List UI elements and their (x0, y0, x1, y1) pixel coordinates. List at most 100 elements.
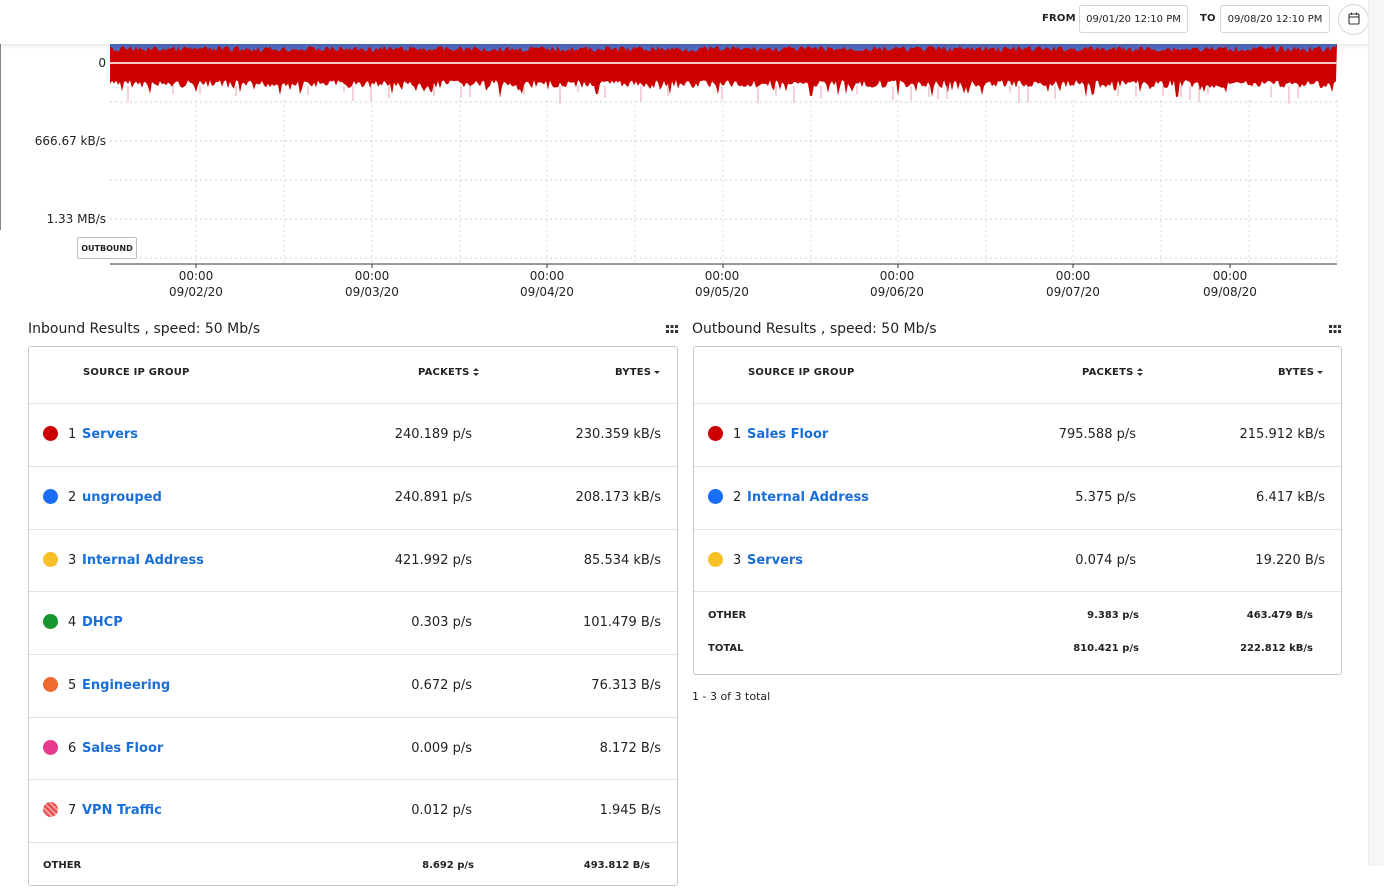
col-header-bytes[interactable]: BYTES (1278, 367, 1324, 378)
table-row[interactable]: 4 DHCP 0.303 p/s 101.479 B/s (29, 591, 677, 654)
bytes-value: 85.534 kB/s (583, 553, 661, 568)
to-label: TO (1200, 13, 1216, 24)
packets-value: 795.588 p/s (1058, 427, 1136, 442)
color-dot (43, 740, 58, 755)
col-header-source-ip-group[interactable]: SOURCE IP GROUP (748, 367, 855, 378)
x-tick-label: 00:00 09/06/20 (870, 269, 924, 299)
summary-block: OTHER 9.383 p/s 463.479 B/s TOTAL 810.42… (694, 591, 1341, 676)
color-dot (43, 802, 58, 817)
group-link[interactable]: Engineering (82, 678, 171, 693)
row-rank: 1 (68, 427, 77, 442)
inbound-title: Inbound Results , speed: 50 Mb/s (28, 321, 261, 337)
other-label: OTHER (708, 610, 747, 621)
group-link[interactable]: Sales Floor (82, 741, 164, 756)
traffic-chart (110, 44, 1338, 268)
row-rank: 1 (733, 427, 742, 442)
table-row[interactable]: 3 Internal Address 421.992 p/s 85.534 kB… (29, 529, 677, 592)
calendar-button[interactable] (1338, 4, 1369, 35)
color-dot (43, 552, 58, 567)
table-row[interactable]: 1 Servers 240.189 p/s 230.359 kB/s (29, 403, 677, 466)
outbound-legend-tag: OUTBOUND (77, 237, 137, 259)
color-dot (43, 489, 58, 504)
table-row[interactable]: 7 VPN Traffic 0.012 p/s 1.945 B/s (29, 779, 677, 842)
bytes-value: 6.417 kB/s (1256, 490, 1325, 505)
col-header-bytes[interactable]: BYTES (615, 367, 661, 378)
sort-desc-icon (654, 371, 661, 374)
from-date-input[interactable]: 09/01/20 12:10 PM (1079, 5, 1188, 33)
sort-desc-icon (1317, 371, 1324, 374)
summary-row-other: OTHER 8.692 p/s 493.812 B/s (29, 842, 677, 888)
total-bytes: 222.812 kB/s (1240, 643, 1313, 654)
total-label: TOTAL (708, 643, 744, 654)
bytes-value: 8.172 B/s (599, 741, 661, 756)
other-bytes: 463.479 B/s (1246, 610, 1313, 621)
table-row[interactable]: 2 Internal Address 5.375 p/s 6.417 kB/s (694, 466, 1341, 529)
bytes-value: 208.173 kB/s (575, 490, 662, 505)
sort-icon (472, 368, 479, 376)
table-row[interactable]: 5 Engineering 0.672 p/s 76.313 B/s (29, 654, 677, 717)
group-link[interactable]: Servers (747, 553, 804, 568)
to-date-input[interactable]: 09/08/20 12:10 PM (1220, 5, 1330, 33)
y-tick-label: 1.33 MB/s (46, 212, 106, 226)
color-dot (708, 426, 723, 441)
col-header-packets[interactable]: PACKETS (418, 367, 480, 378)
col-header-source-ip-group[interactable]: SOURCE IP GROUP (83, 367, 190, 378)
bytes-value: 1.945 B/s (599, 803, 661, 818)
grid-menu-icon[interactable] (1329, 325, 1341, 335)
x-tick-label: 00:00 09/04/20 (520, 269, 574, 299)
x-tick-label: 00:00 09/02/20 (169, 269, 223, 299)
other-packets: 9.383 p/s (1087, 610, 1139, 621)
group-link[interactable]: Servers (82, 427, 139, 442)
group-link[interactable]: ungrouped (82, 490, 162, 505)
table-row[interactable]: 3 Servers 0.074 p/s 19.220 B/s (694, 529, 1341, 592)
color-dot (708, 489, 723, 504)
bytes-value: 76.313 B/s (591, 678, 661, 693)
row-rank: 2 (733, 490, 742, 505)
page-scrollbar[interactable] (1368, 0, 1384, 866)
inbound-results-table: SOURCE IP GROUP PACKETS BYTES 1 Servers … (28, 346, 678, 886)
bytes-value: 215.912 kB/s (1239, 427, 1326, 442)
col-header-packets[interactable]: PACKETS (1082, 367, 1144, 378)
x-tick-label: 00:00 09/03/20 (345, 269, 399, 299)
group-link[interactable]: Internal Address (747, 490, 869, 505)
packets-value: 240.891 p/s (394, 490, 472, 505)
color-dot (708, 552, 723, 567)
group-link[interactable]: Sales Floor (747, 427, 829, 442)
group-link[interactable]: VPN Traffic (82, 803, 162, 818)
row-rank: 6 (68, 741, 77, 756)
outbound-results-table: SOURCE IP GROUP PACKETS BYTES 1 Sales Fl… (693, 346, 1342, 675)
calendar-icon (1348, 12, 1360, 25)
row-rank: 7 (68, 803, 77, 818)
color-dot (43, 426, 58, 441)
y-tick-label: 666.67 kB/s (34, 134, 106, 148)
packets-value: 5.375 p/s (1075, 490, 1136, 505)
y-tick-label: 0 (98, 56, 106, 70)
outbound-title: Outbound Results , speed: 50 Mb/s (692, 321, 937, 337)
table-row[interactable]: 6 Sales Floor 0.009 p/s 8.172 B/s (29, 717, 677, 780)
total-packets: 810.421 p/s (1073, 643, 1139, 654)
row-rank: 3 (68, 553, 77, 568)
group-link[interactable]: DHCP (82, 615, 123, 630)
row-rank: 3 (733, 553, 742, 568)
table-row[interactable]: 1 Sales Floor 795.588 p/s 215.912 kB/s (694, 403, 1341, 466)
x-tick-label: 00:00 09/08/20 (1203, 269, 1257, 299)
packets-value: 0.303 p/s (411, 615, 472, 630)
x-tick-label: 00:00 09/07/20 (1046, 269, 1100, 299)
top-toolbar: FROM 09/01/20 12:10 PM TO 09/08/20 12:10… (0, 0, 1369, 44)
row-rank: 2 (68, 490, 77, 505)
outbound-series-area (110, 44, 1337, 98)
left-divider (0, 44, 1, 230)
color-dot (43, 677, 58, 692)
group-link[interactable]: Internal Address (82, 553, 204, 568)
grid-menu-icon[interactable] (666, 325, 678, 335)
packets-value: 421.992 p/s (394, 553, 472, 568)
packets-value: 0.012 p/s (411, 803, 472, 818)
bytes-value: 230.359 kB/s (575, 427, 662, 442)
from-label: FROM (1042, 13, 1076, 24)
sort-icon (1136, 368, 1143, 376)
table-row[interactable]: 2 ungrouped 240.891 p/s 208.173 kB/s (29, 466, 677, 529)
row-rank: 5 (68, 678, 77, 693)
color-dot (43, 614, 58, 629)
packets-value: 0.074 p/s (1075, 553, 1136, 568)
packets-value: 0.672 p/s (411, 678, 472, 693)
